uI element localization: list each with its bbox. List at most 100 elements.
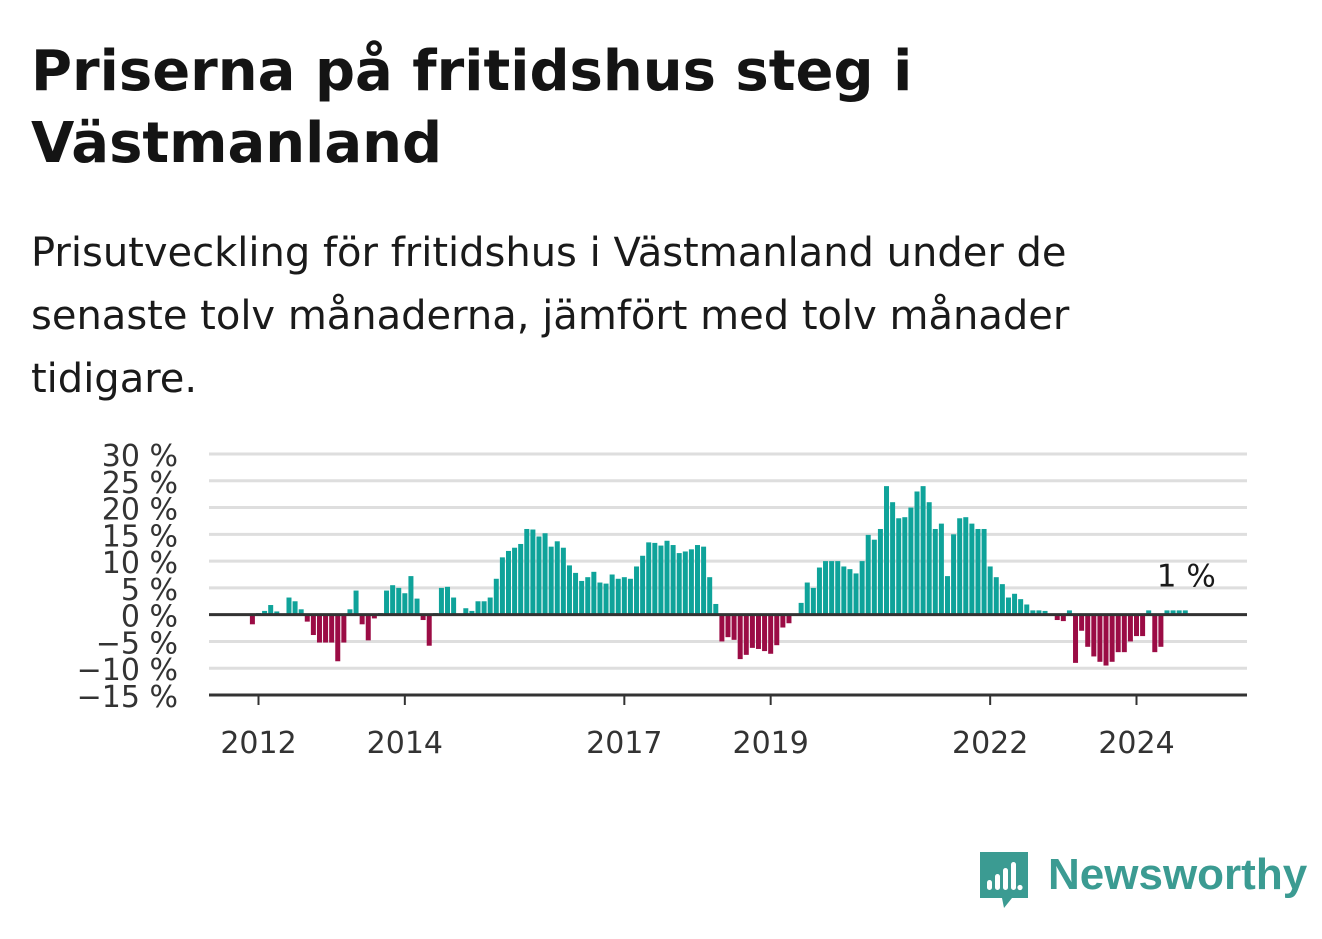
bar [865, 534, 871, 615]
bar [316, 614, 322, 643]
bar [658, 545, 664, 615]
bar [804, 582, 810, 615]
bar [518, 543, 524, 615]
bar [585, 577, 591, 615]
bar [823, 561, 829, 615]
bar [1085, 614, 1091, 647]
bar [469, 610, 475, 615]
bar [920, 486, 926, 615]
bar [682, 551, 688, 615]
bar [835, 561, 841, 615]
bar [268, 605, 274, 615]
bar [451, 597, 457, 615]
bar [1079, 614, 1085, 631]
bar [512, 547, 518, 615]
chart-gridlines [209, 452, 1247, 670]
bar [774, 614, 780, 646]
y-tick-label: −15 % [77, 680, 178, 715]
bar [499, 557, 505, 615]
bar [701, 546, 707, 615]
bar [286, 597, 292, 615]
bar [749, 614, 755, 648]
bar [1109, 614, 1115, 662]
bar [1127, 614, 1133, 642]
bar [493, 578, 499, 615]
bar [853, 573, 859, 615]
bar [676, 553, 682, 615]
bar [981, 528, 987, 615]
chart-axes [209, 613, 1247, 697]
bar [1097, 614, 1103, 662]
bar [902, 517, 908, 615]
bar [1115, 614, 1121, 653]
bar [841, 566, 847, 615]
bar [371, 614, 377, 619]
bar [310, 614, 316, 636]
x-tick-label: 2017 [586, 726, 662, 761]
y-tick-label: 15 % [102, 519, 178, 554]
bar [786, 614, 792, 624]
bar [438, 587, 444, 615]
latest-value-label: 1 % [1157, 558, 1216, 594]
bar [1042, 610, 1048, 615]
bar [957, 518, 963, 615]
bar [627, 578, 633, 615]
bar [877, 528, 883, 615]
bar [829, 561, 835, 615]
bar [707, 577, 713, 615]
y-tick-label: 5 % [121, 573, 178, 608]
bar [975, 528, 981, 615]
bar [292, 601, 298, 615]
bar [249, 614, 255, 625]
bar [597, 582, 603, 615]
bar [695, 545, 700, 615]
bar [908, 507, 914, 615]
bar [1091, 614, 1097, 657]
y-tick-label: −5 % [96, 626, 178, 661]
bar [262, 610, 268, 615]
bar [938, 523, 944, 615]
bar [932, 528, 938, 615]
bar [993, 577, 999, 615]
bar [890, 502, 896, 615]
bar [743, 614, 749, 655]
bar [640, 555, 646, 615]
chart-bars [249, 486, 1188, 666]
bar [859, 561, 865, 615]
bar [816, 567, 822, 615]
bar [1121, 614, 1127, 653]
bar [359, 614, 365, 625]
bar [1134, 614, 1139, 637]
bar-chart-speech-bubble-icon [980, 852, 1028, 908]
bar [1024, 604, 1030, 615]
bar [573, 572, 579, 615]
bar [944, 576, 950, 615]
bar [420, 614, 426, 621]
bar [591, 571, 597, 615]
bar [987, 566, 993, 615]
bar [524, 528, 530, 615]
bar [341, 614, 347, 643]
bar [475, 601, 481, 615]
bar [390, 585, 396, 615]
bar [615, 578, 621, 615]
bar [1170, 610, 1176, 615]
bar [1158, 614, 1164, 647]
bar [579, 580, 585, 615]
bar [426, 614, 432, 646]
bar [1176, 610, 1182, 615]
bar [1054, 614, 1060, 621]
bar [1012, 593, 1018, 615]
y-tick-label: 10 % [102, 546, 178, 581]
bar [487, 597, 493, 615]
y-tick-label: 20 % [102, 493, 178, 528]
x-tick-label: 2012 [220, 726, 296, 761]
bar [1182, 610, 1188, 615]
bar [329, 614, 335, 643]
bar [963, 517, 969, 615]
y-axis-ticks: 30 %25 %20 %15 %10 %5 %0 %−5 %−10 %−15 % [77, 439, 178, 715]
x-axis-ticks: 2012 2014 2017 2019 2022 2024 [220, 695, 1175, 761]
bar [1018, 599, 1024, 615]
brand-name: Newsworthy [1048, 850, 1308, 899]
newsworthy-logo: Newsworthy [980, 850, 1307, 910]
